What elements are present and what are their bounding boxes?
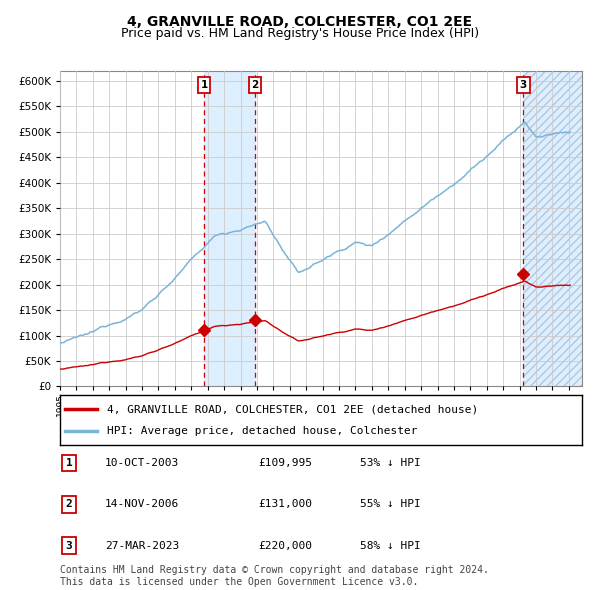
- Text: 2: 2: [251, 80, 259, 90]
- Text: 4, GRANVILLE ROAD, COLCHESTER, CO1 2EE: 4, GRANVILLE ROAD, COLCHESTER, CO1 2EE: [127, 15, 473, 29]
- Text: 55% ↓ HPI: 55% ↓ HPI: [360, 500, 421, 509]
- Text: 4, GRANVILLE ROAD, COLCHESTER, CO1 2EE (detached house): 4, GRANVILLE ROAD, COLCHESTER, CO1 2EE (…: [107, 404, 478, 414]
- Bar: [523, 71, 582, 386]
- Text: £109,995: £109,995: [258, 458, 312, 468]
- Text: 1: 1: [200, 80, 208, 90]
- Text: 3: 3: [65, 541, 73, 550]
- Text: 27-MAR-2023: 27-MAR-2023: [105, 541, 179, 550]
- Text: 14-NOV-2006: 14-NOV-2006: [105, 500, 179, 509]
- Text: 3: 3: [520, 80, 527, 90]
- Bar: [204, 71, 255, 386]
- Text: 53% ↓ HPI: 53% ↓ HPI: [360, 458, 421, 468]
- Text: Contains HM Land Registry data © Crown copyright and database right 2024.
This d: Contains HM Land Registry data © Crown c…: [60, 565, 489, 587]
- Text: Price paid vs. HM Land Registry's House Price Index (HPI): Price paid vs. HM Land Registry's House …: [121, 27, 479, 40]
- Text: HPI: Average price, detached house, Colchester: HPI: Average price, detached house, Colc…: [107, 427, 418, 437]
- Text: 2: 2: [65, 500, 73, 509]
- Bar: [523, 71, 582, 386]
- Text: 10-OCT-2003: 10-OCT-2003: [105, 458, 179, 468]
- Text: 58% ↓ HPI: 58% ↓ HPI: [360, 541, 421, 550]
- Text: £131,000: £131,000: [258, 500, 312, 509]
- Text: 1: 1: [65, 458, 73, 468]
- Text: £220,000: £220,000: [258, 541, 312, 550]
